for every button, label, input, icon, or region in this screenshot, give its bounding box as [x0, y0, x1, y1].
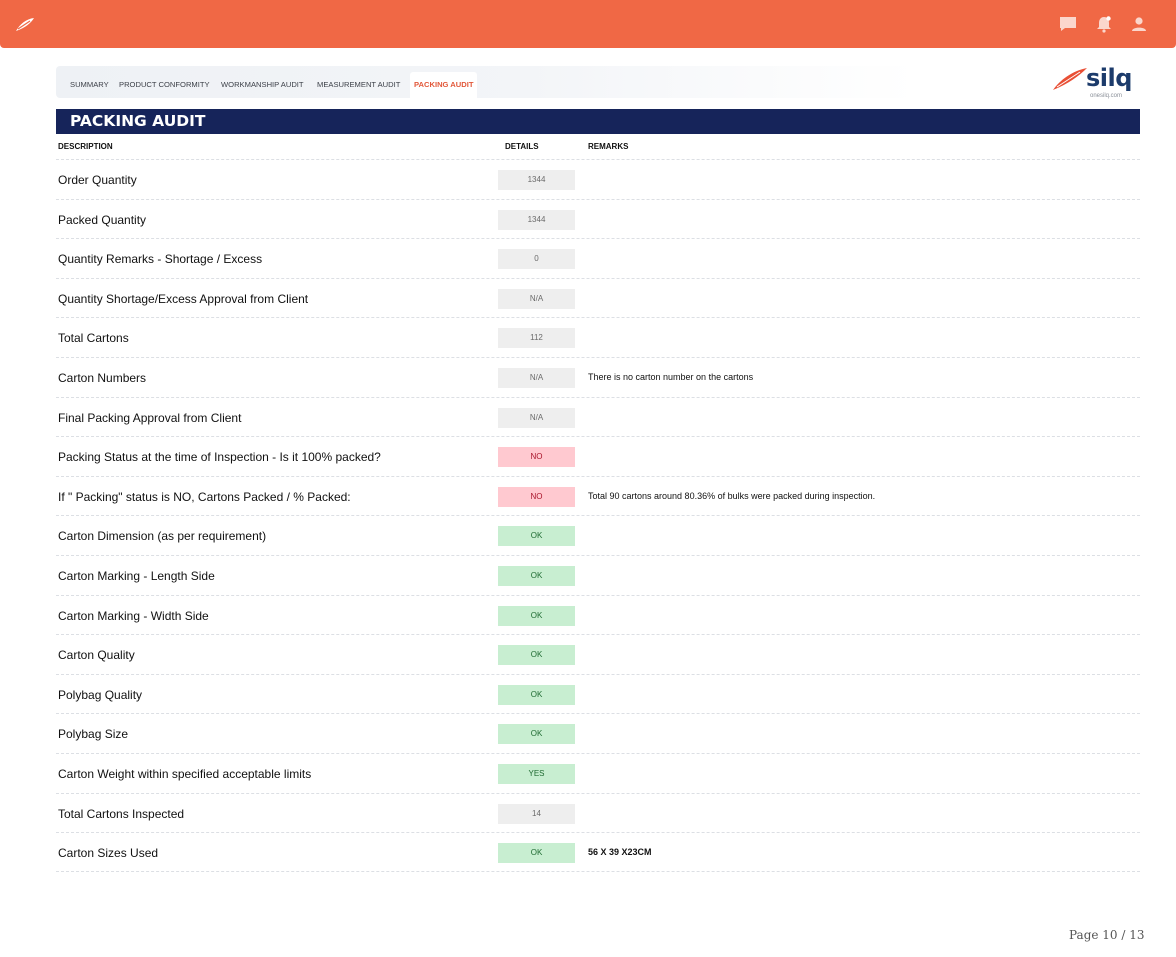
row-description: Packed Quantity	[58, 212, 147, 227]
detail-value: OK	[498, 565, 575, 586]
table-row: Polybag Size OK	[56, 713, 1140, 753]
row-description: Order Quantity	[58, 173, 137, 187]
detail-value: OK	[498, 684, 575, 705]
table-row: Quantity Remarks - Shortage / Excess 0	[56, 238, 1140, 278]
detail-value: OK	[498, 526, 575, 547]
table-row: Carton Marking - Width Side OK	[56, 594, 1140, 635]
column-header-details: DETAILS	[505, 142, 539, 151]
row-description: Carton Numbers	[58, 370, 147, 385]
detail-value: 14	[498, 803, 575, 824]
table-row: Quantity Shortage/Excess Approval from C…	[56, 277, 1140, 318]
detail-value: 1344	[498, 170, 575, 190]
table-row: Final Packing Approval from Client N/A	[56, 396, 1140, 437]
leaf-logo-icon[interactable]	[14, 14, 36, 34]
detail-value: OK	[498, 605, 575, 626]
column-header-description: DESCRIPTION	[58, 142, 113, 151]
tab-measurement-audit[interactable]: MEASUREMENT AUDIT	[317, 80, 401, 89]
row-remark: 56 X 39 X23CM	[588, 847, 652, 858]
brand-logo: silq onesilq.com	[1052, 64, 1138, 102]
row-description: Total Cartons	[58, 331, 129, 346]
table-row: Carton Marking - Length Side OK	[56, 554, 1140, 595]
tab-workmanship-audit[interactable]: WORKMANSHIP AUDIT	[221, 80, 304, 89]
row-description: Packing Status at the time of Inspection…	[58, 450, 381, 465]
table-row: Carton Sizes Used OK 56 X 39 X23CM	[56, 832, 1140, 872]
detail-value: OK	[498, 843, 575, 864]
detail-value: NO	[498, 486, 575, 507]
brand-swoosh-icon	[1053, 68, 1087, 90]
table-row: Carton Quality OK	[56, 634, 1140, 674]
page-number: Page 10 / 13	[1069, 928, 1145, 942]
detail-value: 112	[498, 328, 575, 349]
tab-packing-audit[interactable]: PACKING AUDIT	[410, 72, 478, 98]
packing-audit-table: Order Quantity 1344 Packed Quantity 1344 Qua…	[56, 159, 1140, 872]
chat-icon[interactable]	[1058, 14, 1078, 34]
table-row: Carton Dimension (as per requirement) OK	[56, 515, 1140, 555]
tab-product-conformity[interactable]: PRODUCT CONFORMITY	[119, 80, 210, 89]
notification-bell-icon[interactable]	[1094, 14, 1114, 34]
row-description: Carton Marking - Length Side	[58, 568, 215, 583]
table-row: Carton Numbers N/A There is no carton numb…	[56, 356, 1140, 397]
row-description: Carton Sizes Used	[58, 846, 159, 861]
report-tabs: SUMMARY PRODUCT CONFORMITY WORKMANSHIP A…	[56, 66, 916, 98]
table-row: Polybag Quality OK	[56, 673, 1140, 714]
brand-name: silq	[1086, 64, 1132, 92]
section-title-bar: PACKING AUDIT	[56, 109, 1140, 134]
table-row: Total Cartons Inspected 14	[56, 792, 1140, 833]
row-description: Carton Quality	[58, 648, 135, 663]
row-description: Quantity Remarks - Shortage / Excess	[58, 252, 263, 267]
top-header-bar	[0, 0, 1176, 48]
tab-summary[interactable]: SUMMARY	[70, 80, 109, 89]
table-row: Packed Quantity 1344	[56, 198, 1140, 239]
detail-value: N/A	[498, 367, 575, 388]
row-description: Quantity Shortage/Excess Approval from C…	[58, 291, 309, 306]
detail-value: 1344	[498, 209, 575, 230]
detail-value: OK	[498, 724, 575, 745]
column-header-remarks: REMARKS	[588, 142, 629, 151]
row-description: Polybag Quality	[58, 687, 143, 702]
row-description: Total Cartons Inspected	[58, 806, 185, 821]
detail-value: N/A	[498, 288, 575, 309]
table-row: Total Cartons 112	[56, 317, 1140, 357]
row-description: Final Packing Approval from Client	[58, 410, 242, 425]
table-row: If " Packing" status is NO, Cartons Pack…	[56, 475, 1140, 516]
section-title: PACKING AUDIT	[70, 112, 206, 130]
detail-value: YES	[498, 763, 575, 784]
row-description: Polybag Size	[58, 727, 129, 742]
detail-value: 0	[498, 249, 575, 270]
row-remark: Total 90 cartons around 80.36% of bulks …	[588, 490, 876, 501]
table-row: Order Quantity 1344	[56, 159, 1140, 199]
detail-value: NO	[498, 447, 575, 468]
table-row: Carton Weight within specified acceptabl…	[56, 752, 1140, 793]
brand-url: onesilq.com	[1090, 93, 1123, 99]
row-description: Carton Dimension (as per requirement)	[58, 529, 267, 544]
row-remark: There is no carton number on the cartons	[588, 371, 754, 382]
table-row: Packing Status at the time of Inspection…	[56, 436, 1140, 476]
detail-value: N/A	[498, 407, 575, 428]
detail-value: OK	[498, 645, 575, 666]
row-description: Carton Marking - Width Side	[58, 608, 209, 623]
user-icon[interactable]	[1129, 14, 1149, 34]
row-description: Carton Weight within specified acceptabl…	[58, 766, 312, 781]
row-description: If " Packing" status is NO, Cartons Pack…	[58, 489, 351, 504]
